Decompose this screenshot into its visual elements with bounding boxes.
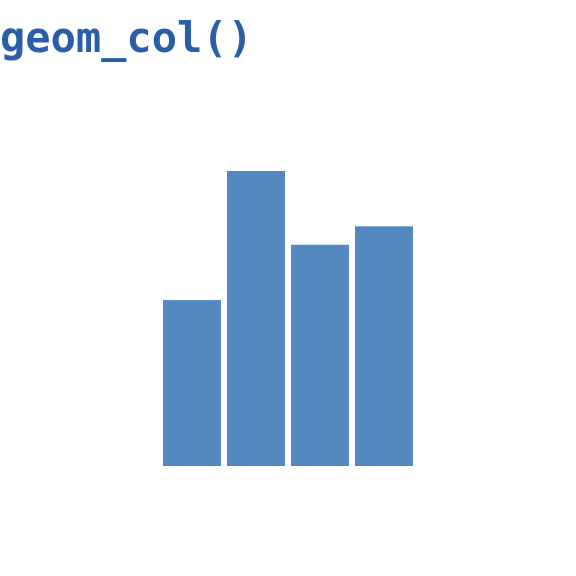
bar-3 xyxy=(291,244,349,466)
chart-title: geom_col() xyxy=(0,13,253,62)
bar-1 xyxy=(163,300,221,466)
bar-4 xyxy=(355,226,413,466)
bar-2 xyxy=(227,171,285,466)
